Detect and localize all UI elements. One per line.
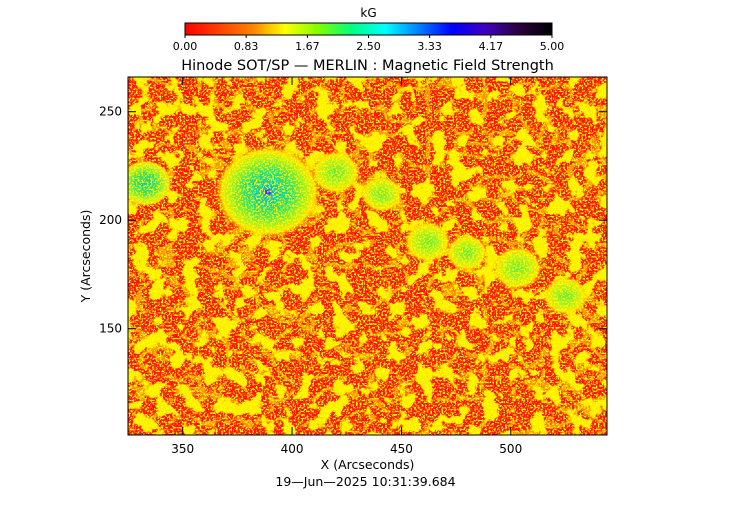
- colorbar-tick-label: 3.33: [417, 40, 442, 53]
- colorbar-tick-label: 1.67: [295, 40, 320, 53]
- x-axis: 350 400 450 500: [171, 77, 522, 456]
- colorbar-tick-label: 4.17: [479, 40, 504, 53]
- x-tick-label: 400: [281, 442, 304, 456]
- field-speckle: [128, 77, 607, 435]
- x-tick-label: 500: [499, 442, 522, 456]
- y-tick-label: 150: [99, 322, 122, 336]
- colorbar-tick-label: 2.50: [356, 40, 381, 53]
- colorbar-label: kG: [360, 6, 376, 20]
- x-axis-label: X (Arcseconds): [321, 457, 415, 472]
- chart-title: Hinode SOT/SP — MERLIN : Magnetic Field …: [181, 58, 554, 74]
- y-axis-label: Y (Arcseconds): [78, 210, 93, 304]
- colorbar-tick-label: 0.83: [234, 40, 259, 53]
- colorbar: [184, 22, 553, 36]
- colorbar-tick-label: 5.00: [540, 40, 565, 53]
- x-tick-label: 450: [390, 442, 413, 456]
- plot-frame: [127, 76, 608, 436]
- heatmap-image: [128, 77, 607, 435]
- x-tick-label: 350: [171, 442, 194, 456]
- colorbar-tick-label: 0.00: [173, 40, 198, 53]
- y-tick-label: 200: [99, 213, 122, 227]
- y-axis: 150 200 250: [99, 105, 607, 336]
- timestamp-footer: 19—Jun—2025 10:31:39.684: [275, 474, 455, 489]
- y-tick-label: 250: [99, 105, 122, 119]
- colorbar-ticks: 0.00 0.83 1.67 2.50 3.33 4.17 5.00: [173, 35, 565, 53]
